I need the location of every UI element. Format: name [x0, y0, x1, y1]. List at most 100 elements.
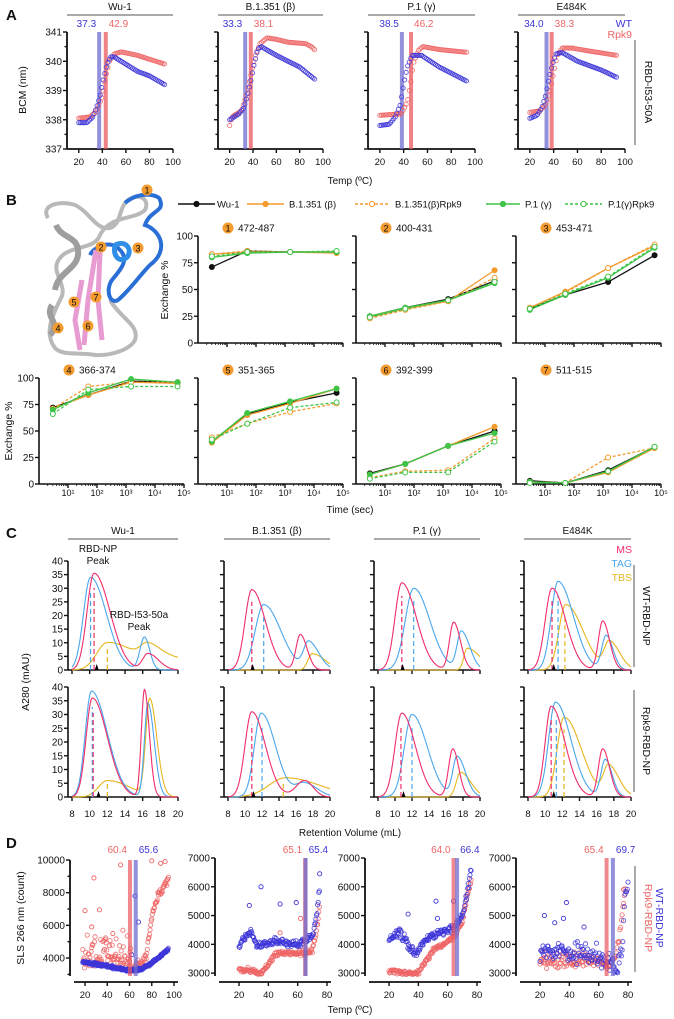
grey-loop [44, 194, 149, 358]
subplot-title: P.1 (γ) [407, 2, 435, 13]
data-point-rpk9 [277, 930, 283, 936]
x-tick-label: 20 [535, 990, 546, 1001]
data-point-wt [246, 902, 252, 909]
data-point-wt [86, 117, 93, 123]
region-badge-4 [52, 322, 64, 334]
data-point [402, 460, 409, 467]
data-point-wt [93, 107, 99, 113]
data-point-wt [293, 900, 299, 906]
x-tick-label: 100 [467, 157, 483, 168]
panel-c-plot [520, 560, 632, 674]
data-point-rpk9 [545, 93, 551, 99]
data-point-wt [466, 875, 472, 882]
data-point-wt [316, 888, 322, 894]
series-line [529, 245, 655, 309]
subplot-title: 392-399 [396, 366, 433, 377]
x-tick-label: 10³ [119, 488, 132, 498]
y-tick-label: 0 [57, 793, 63, 804]
data-point [128, 376, 135, 383]
x-tick-label: 16 [137, 809, 148, 820]
data-point [562, 479, 569, 486]
x-tick-label: 40 [548, 157, 559, 168]
panel-a-plot: Wu-1 337 338 339 340 341 20 40 60 80 100 37.3 42.9 [45, 2, 181, 168]
data-point-rpk9 [563, 963, 569, 969]
x-tick-label: 100 [315, 157, 331, 168]
data-point-wt [463, 897, 469, 903]
data-point-wt [539, 103, 545, 110]
x-tick-label: 16 [291, 809, 302, 820]
tm-label-wt: 65.4 [309, 845, 329, 856]
data-point-rpk9 [417, 967, 423, 973]
x-tick-label: 10³ [436, 488, 449, 498]
data-point-rpk9 [91, 939, 98, 945]
data-point-rpk9 [619, 912, 625, 918]
trace-ms [378, 712, 480, 798]
tm-band-rpk9 [248, 32, 253, 149]
data-point-wt [541, 913, 547, 919]
x-tick-label: 40 [97, 157, 108, 168]
data-point-wt [102, 70, 108, 76]
data-point-rpk9 [621, 900, 627, 907]
tm-label-wt: 66.4 [460, 845, 480, 856]
data-point-rpk9 [249, 65, 255, 71]
y-tick-label: 340 [45, 57, 62, 68]
data-point [244, 409, 251, 416]
y-tick-label: 6000 [188, 882, 211, 893]
data-point-rpk9 [544, 960, 550, 966]
x-tick-label: 10⁵ [654, 488, 668, 498]
legend-rpk9: Rpk9 [607, 29, 632, 41]
panel-c-plot: 8 10 12 14 16 18 20 [220, 686, 335, 820]
data-point-rpk9 [103, 940, 109, 946]
data-point-rpk9 [109, 942, 115, 948]
data-point-wt [404, 939, 410, 945]
data-point-wt [245, 90, 251, 96]
data-point-wt [312, 76, 318, 82]
data-point-wt [273, 935, 279, 942]
subplot-title: 366-374 [79, 366, 116, 377]
data-point [208, 264, 215, 271]
data-point-wt [585, 946, 591, 952]
y-tick-label: 5000 [338, 911, 361, 922]
tm-label-wt: 38.5 [379, 19, 399, 30]
data-point-wt [243, 96, 249, 102]
x-tick-label: 18 [609, 809, 620, 820]
data-point-wt [556, 953, 562, 959]
x-tick-label: 10³ [278, 488, 291, 498]
data-point-wt [103, 64, 109, 70]
data-point-wt [240, 105, 246, 112]
y-tick-label: 339 [45, 86, 62, 97]
data-point-rpk9 [122, 953, 128, 959]
data-point-wt [99, 85, 105, 91]
data-point-rpk9 [116, 954, 122, 960]
data-point-rpk9 [120, 944, 126, 950]
data-point [526, 479, 533, 486]
x-tick-label: 40 [564, 990, 575, 1001]
panel-b-plot: 6 392-399 10¹ 10² 10³ 10⁴ 10⁵ [352, 364, 508, 498]
y-tick-label: 7000 [188, 854, 211, 865]
y-tick-label: 20 [52, 738, 64, 749]
x-tick-label: 80 [322, 990, 333, 1001]
panel-d-plot: 3000 4000 5000 6000 7000 20 40 60 80 65.4 69.7 [489, 845, 636, 1001]
data-point-wt [544, 955, 550, 961]
data-point [651, 252, 658, 259]
x-tick-label: 14 [424, 809, 435, 820]
x-tick-label: 20 [384, 990, 395, 1001]
y-tick-label: 50 [182, 285, 194, 296]
subplot-title: Wu-1 [108, 2, 132, 13]
data-point-wt [545, 78, 551, 84]
data-point [605, 265, 612, 272]
side-label: RBD-I53-50A [642, 61, 654, 123]
x-tick-label: 80 [623, 990, 634, 1001]
y-tick-label: 75 [23, 400, 35, 411]
panel-c-plot: 0 5 10 15 20 25 30 35 40 8 10 12 14 16 18 20 [52, 683, 183, 821]
tm-band-wt [303, 858, 308, 976]
data-point-rpk9 [103, 935, 109, 941]
x-tick-label: 10⁵ [336, 488, 350, 498]
data-point-rpk9 [104, 947, 110, 953]
x-tick-label: 80 [446, 157, 457, 168]
region-badge-number: 6 [85, 322, 90, 332]
data-point-wt [433, 898, 439, 904]
x-tick-label: 10¹ [378, 488, 391, 498]
panel-letter: B [6, 192, 17, 209]
